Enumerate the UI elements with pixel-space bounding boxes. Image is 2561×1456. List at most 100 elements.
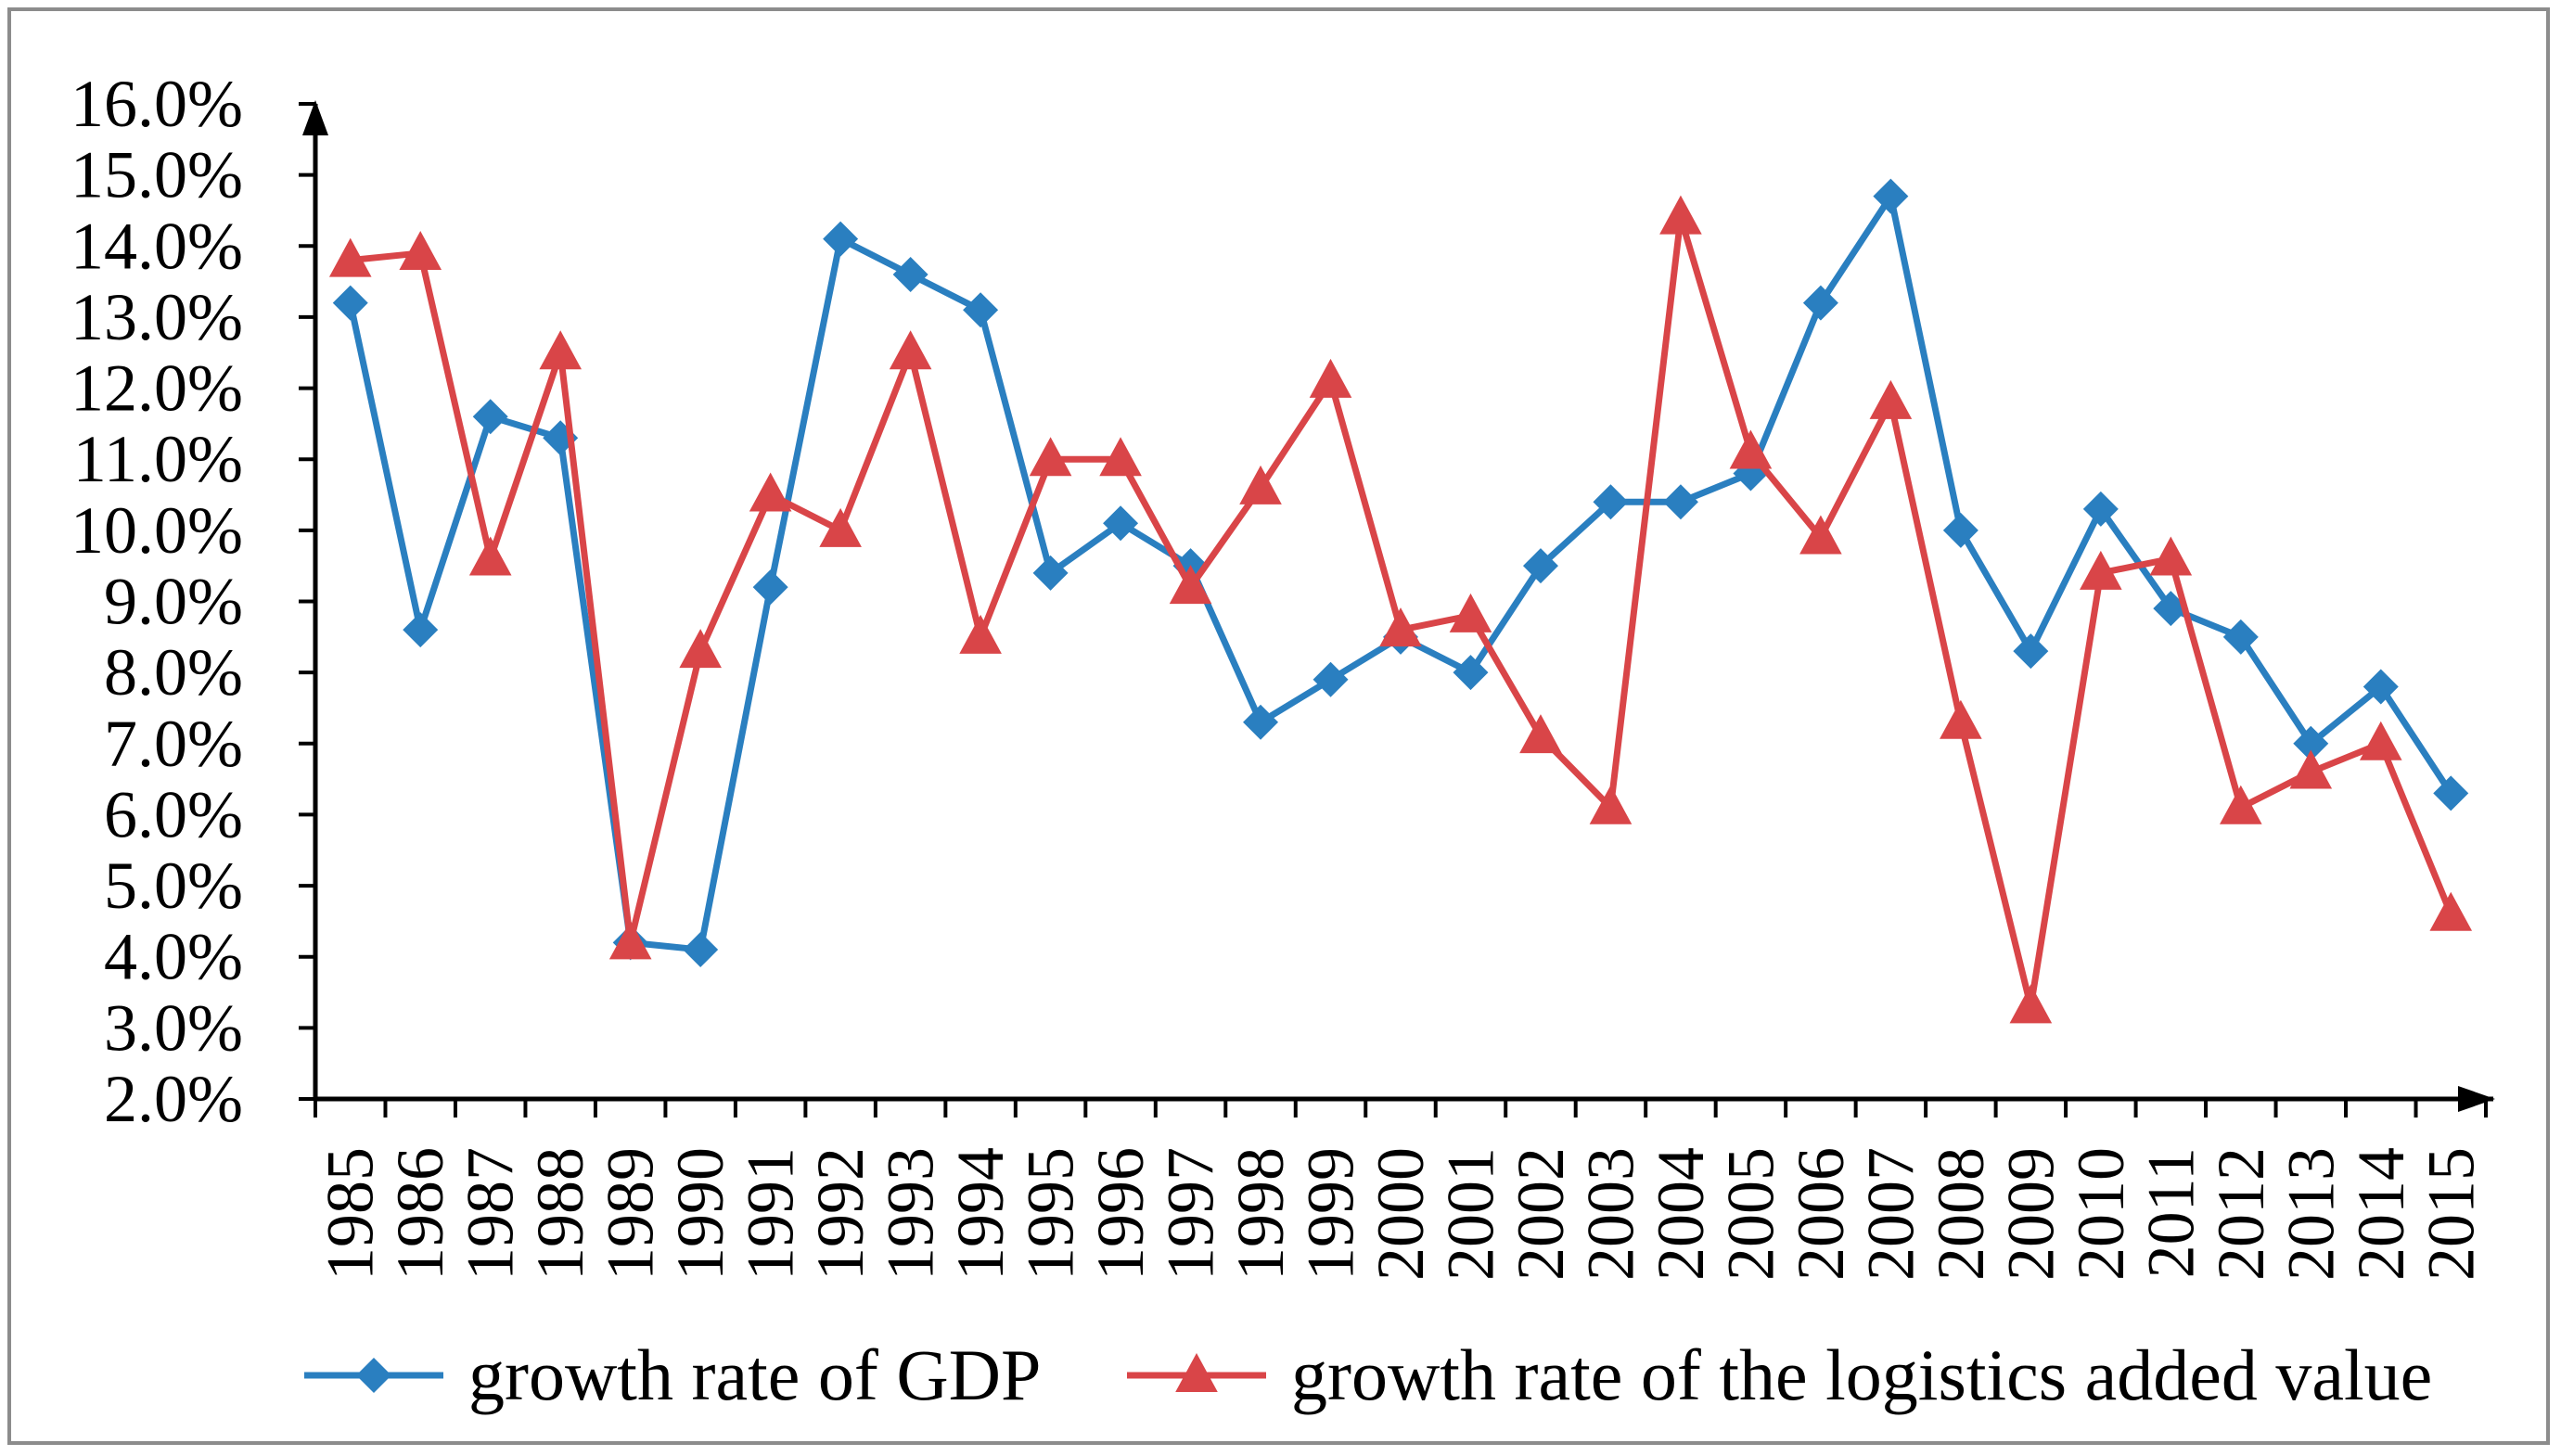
data-point: [683, 932, 719, 968]
x-tick-label: 2013: [2273, 1147, 2348, 1281]
y-tick-label: 8.0%: [104, 635, 243, 709]
data-point: [2013, 633, 2049, 670]
data-point: [752, 569, 788, 606]
data-point: [2359, 721, 2402, 760]
data-point: [892, 256, 928, 292]
x-tick-label: 1988: [523, 1147, 597, 1281]
legend-marker: [356, 1358, 391, 1393]
y-tick-label: 3.0%: [104, 990, 243, 1065]
y-tick-label: 16.0%: [70, 67, 243, 141]
data-point: [1243, 704, 1279, 740]
x-tick-label: 2005: [1713, 1147, 1787, 1281]
data-point: [2149, 536, 2193, 576]
x-tick-label: 2009: [1993, 1147, 2068, 1281]
series-layer: [328, 178, 2473, 1024]
x-tick-label: 1997: [1154, 1147, 1228, 1281]
legend-label: growth rate of GDP: [468, 1335, 1041, 1415]
data-point: [1802, 285, 1838, 321]
data-point: [959, 614, 1002, 654]
data-point: [749, 472, 792, 512]
x-tick-label: 1986: [383, 1147, 457, 1281]
x-tick-label: 1994: [943, 1147, 1018, 1281]
x-tick-label: 2008: [1924, 1147, 1998, 1281]
x-tick-label: 2006: [1784, 1147, 1858, 1281]
data-point: [332, 285, 368, 321]
y-tick-label: 15.0%: [70, 138, 243, 212]
data-point: [2009, 984, 2053, 1024]
data-point: [1589, 785, 1633, 824]
data-point: [1593, 484, 1629, 520]
data-point: [823, 221, 859, 257]
x-tick-label: 1995: [1014, 1147, 1088, 1281]
data-point: [1729, 429, 1773, 469]
data-point: [1453, 655, 1489, 691]
data-point: [468, 536, 512, 576]
data-point: [539, 330, 582, 370]
data-point: [1799, 515, 1842, 555]
data-point: [1379, 607, 1422, 647]
data-point: [2293, 725, 2329, 761]
data-point: [889, 330, 932, 370]
x-tick-label: 2011: [2133, 1147, 2208, 1278]
data-point: [1169, 565, 1212, 605]
legend-item-logistics: growth rate of the logistics added value: [1127, 1335, 2432, 1415]
y-tick-label: 4.0%: [104, 920, 243, 994]
data-point: [1942, 512, 1978, 548]
data-point: [2429, 891, 2473, 931]
x-tick-label: 2002: [1504, 1147, 1578, 1281]
data-point: [963, 292, 999, 328]
x-tick-label: 2010: [2064, 1147, 2138, 1281]
data-point: [472, 399, 508, 435]
y-axis-arrow: [302, 100, 328, 135]
data-point: [2080, 550, 2122, 590]
x-tick-label: 2015: [2414, 1147, 2488, 1281]
data-point: [1869, 379, 1913, 419]
x-tick-label: 1989: [594, 1147, 668, 1281]
data-point: [2082, 491, 2119, 527]
x-tick-label: 1992: [803, 1147, 877, 1281]
y-tick-label: 14.0%: [70, 209, 243, 283]
y-tick-label: 7.0%: [104, 707, 243, 781]
x-axis: 1985198619871988198919901991199219931994…: [314, 1086, 2495, 1281]
x-axis-arrow: [2458, 1086, 2495, 1112]
data-point: [1239, 465, 1282, 504]
y-tick-label: 13.0%: [70, 280, 243, 354]
x-tick-label: 1998: [1223, 1147, 1298, 1281]
data-point: [2433, 775, 2469, 811]
y-tick-label: 11.0%: [73, 422, 243, 496]
data-point: [1032, 555, 1069, 591]
y-axis: 2.0%3.0%4.0%5.0%6.0%7.0%8.0%9.0%10.0%11.…: [70, 67, 328, 1136]
y-tick-label: 2.0%: [104, 1062, 243, 1136]
data-point: [403, 612, 439, 648]
legend: growth rate of GDP growth rate of the log…: [304, 1335, 2432, 1415]
data-point: [2289, 749, 2333, 789]
data-point: [1659, 195, 1702, 235]
y-tick-label: 6.0%: [104, 777, 243, 851]
x-tick-label: 2003: [1573, 1147, 1647, 1281]
data-point: [399, 230, 442, 270]
x-tick-label: 1999: [1294, 1147, 1368, 1281]
data-point: [1103, 505, 1139, 542]
x-tick-label: 1991: [734, 1147, 808, 1281]
x-tick-label: 1987: [454, 1147, 528, 1281]
data-point: [1449, 593, 1492, 632]
x-tick-label: 1993: [874, 1147, 948, 1281]
y-tick-label: 10.0%: [70, 493, 243, 568]
data-point: [328, 237, 372, 277]
x-tick-label: 2001: [1433, 1147, 1507, 1281]
data-point: [2363, 669, 2399, 705]
x-tick-label: 1985: [314, 1147, 388, 1281]
data-point: [1309, 358, 1352, 398]
data-point: [679, 629, 722, 669]
data-point: [2222, 619, 2259, 655]
legend-label: growth rate of the logistics added value: [1291, 1335, 2432, 1415]
data-point: [1662, 484, 1698, 520]
x-tick-label: 1990: [663, 1147, 737, 1281]
x-tick-label: 1996: [1083, 1147, 1158, 1281]
data-point: [1029, 437, 1072, 477]
x-tick-label: 2012: [2204, 1147, 2278, 1281]
series-logistics: [328, 195, 2473, 1024]
data-point: [2220, 785, 2262, 824]
x-tick-label: 2014: [2344, 1147, 2418, 1281]
data-point: [1522, 548, 1558, 584]
